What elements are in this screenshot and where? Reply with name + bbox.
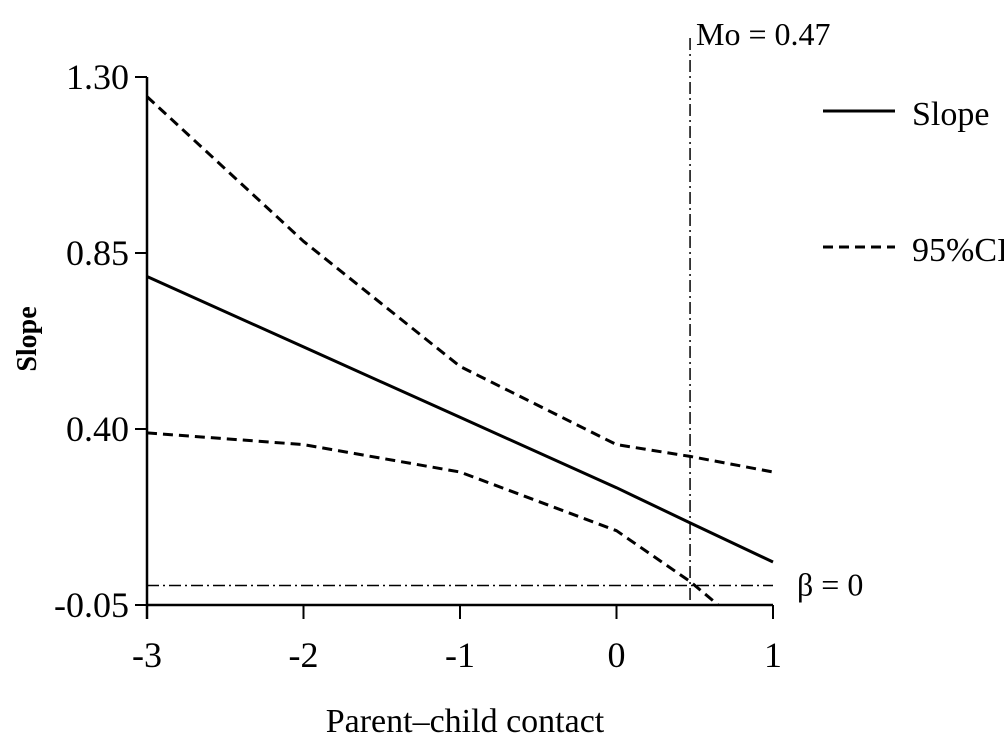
vertical-reference-label: Mo = 0.47 [696,16,831,52]
x-tick-label: 1 [764,635,782,675]
axes [135,76,774,619]
y-axis-label: Slope [12,306,43,371]
horizontal-reference-label: β = 0 [797,566,863,602]
x-tick-label: -3 [132,635,162,675]
series-line-slope [146,275,774,564]
y-tick-label: 0.85 [66,233,129,273]
y-tick-label: 1.30 [66,57,129,97]
legend-label: 95%CI [912,232,1004,269]
legend: Slope 95%CI [823,96,1004,269]
series-line-ci-upper [145,95,774,474]
tick-labels: -0.05 0.40 0.85 1.30 -3 -2 -1 0 1 [54,57,782,675]
series-group [145,95,774,607]
x-tick-label: -1 [445,635,475,675]
x-tick-label: -2 [289,635,319,675]
x-tick-label: 0 [608,635,626,675]
legend-label: Slope [912,96,989,133]
y-tick-label: -0.05 [54,585,129,625]
series-line-ci-lower [146,431,720,607]
y-tick-label: 0.40 [66,409,129,449]
x-axis-label: Parent–child contact [326,703,605,740]
reference-lines: Mo = 0.47 β = 0 [147,16,863,605]
